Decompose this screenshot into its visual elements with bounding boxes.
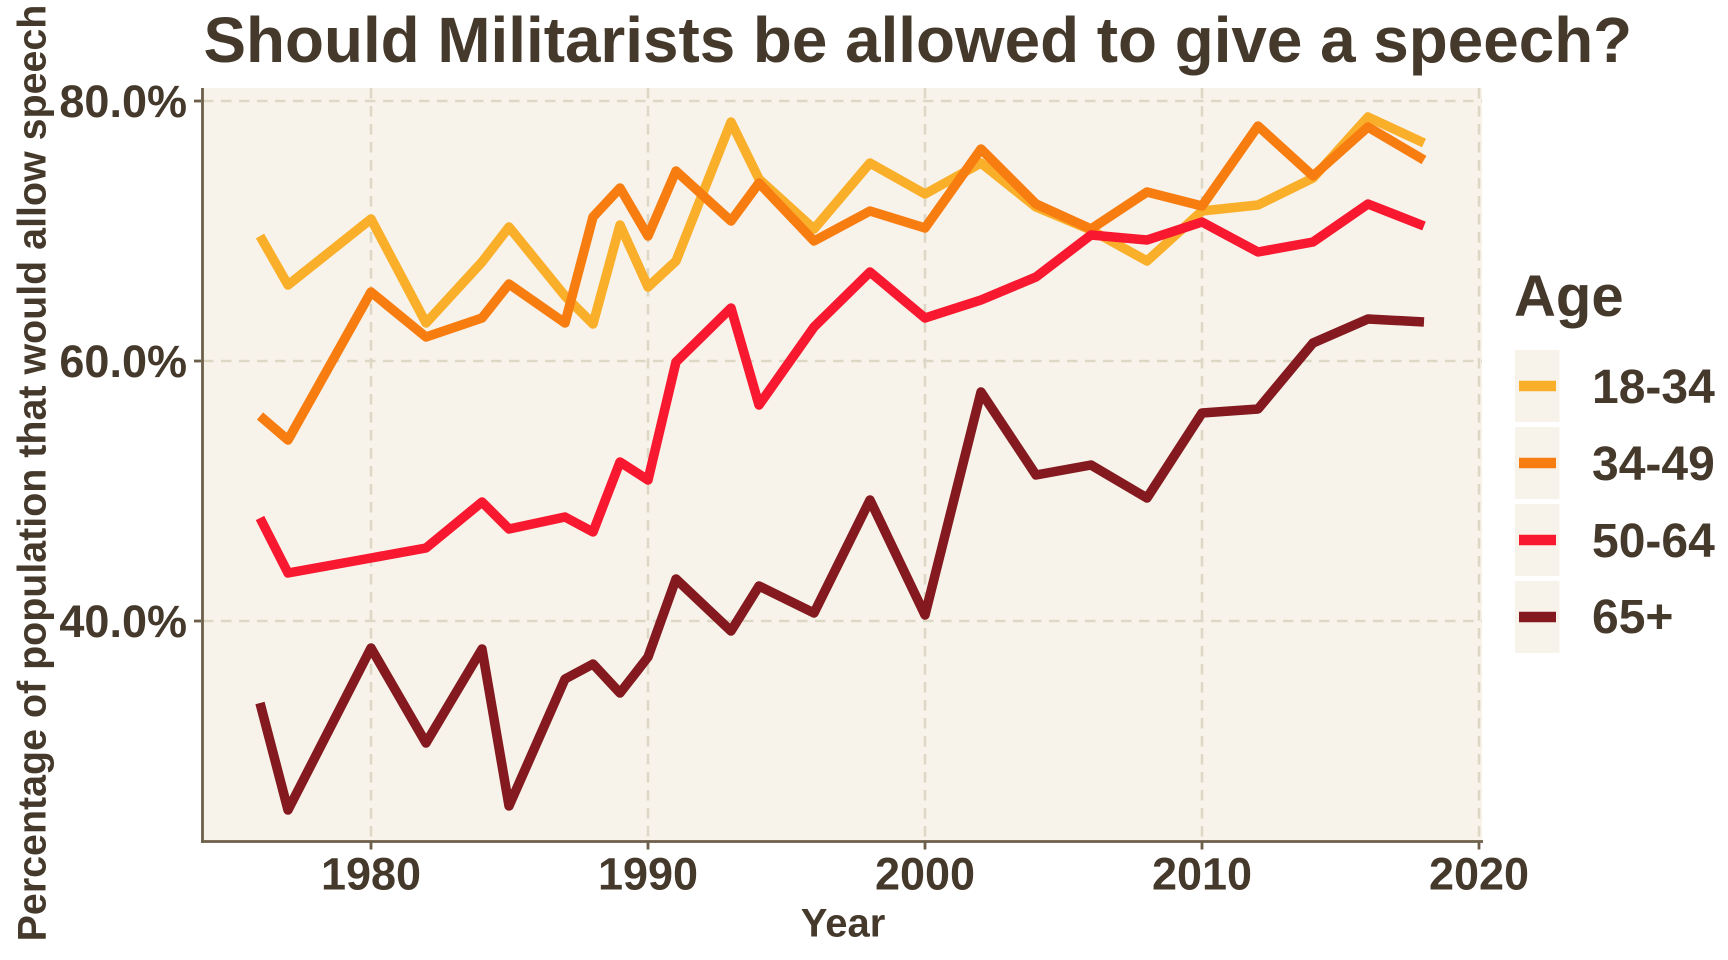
svg-text:2010: 2010 (1152, 849, 1252, 900)
svg-text:Should Militarists be allowed: Should Militarists be allowed to give a … (204, 4, 1633, 76)
svg-text:2020: 2020 (1429, 849, 1529, 900)
svg-text:60.0%: 60.0% (59, 336, 187, 387)
svg-text:Year: Year (801, 902, 886, 946)
svg-text:50-64: 50-64 (1592, 515, 1715, 568)
svg-text:2000: 2000 (875, 849, 975, 900)
svg-text:Percentage of population that: Percentage of population that would allo… (11, 5, 55, 942)
svg-text:40.0%: 40.0% (59, 596, 187, 647)
svg-text:Age: Age (1514, 264, 1624, 329)
svg-text:34-49: 34-49 (1592, 438, 1715, 491)
svg-text:65+: 65+ (1592, 591, 1673, 644)
svg-text:1990: 1990 (598, 849, 698, 900)
svg-text:18-34: 18-34 (1592, 361, 1715, 414)
svg-text:1980: 1980 (321, 849, 421, 900)
svg-text:80.0%: 80.0% (59, 76, 187, 127)
